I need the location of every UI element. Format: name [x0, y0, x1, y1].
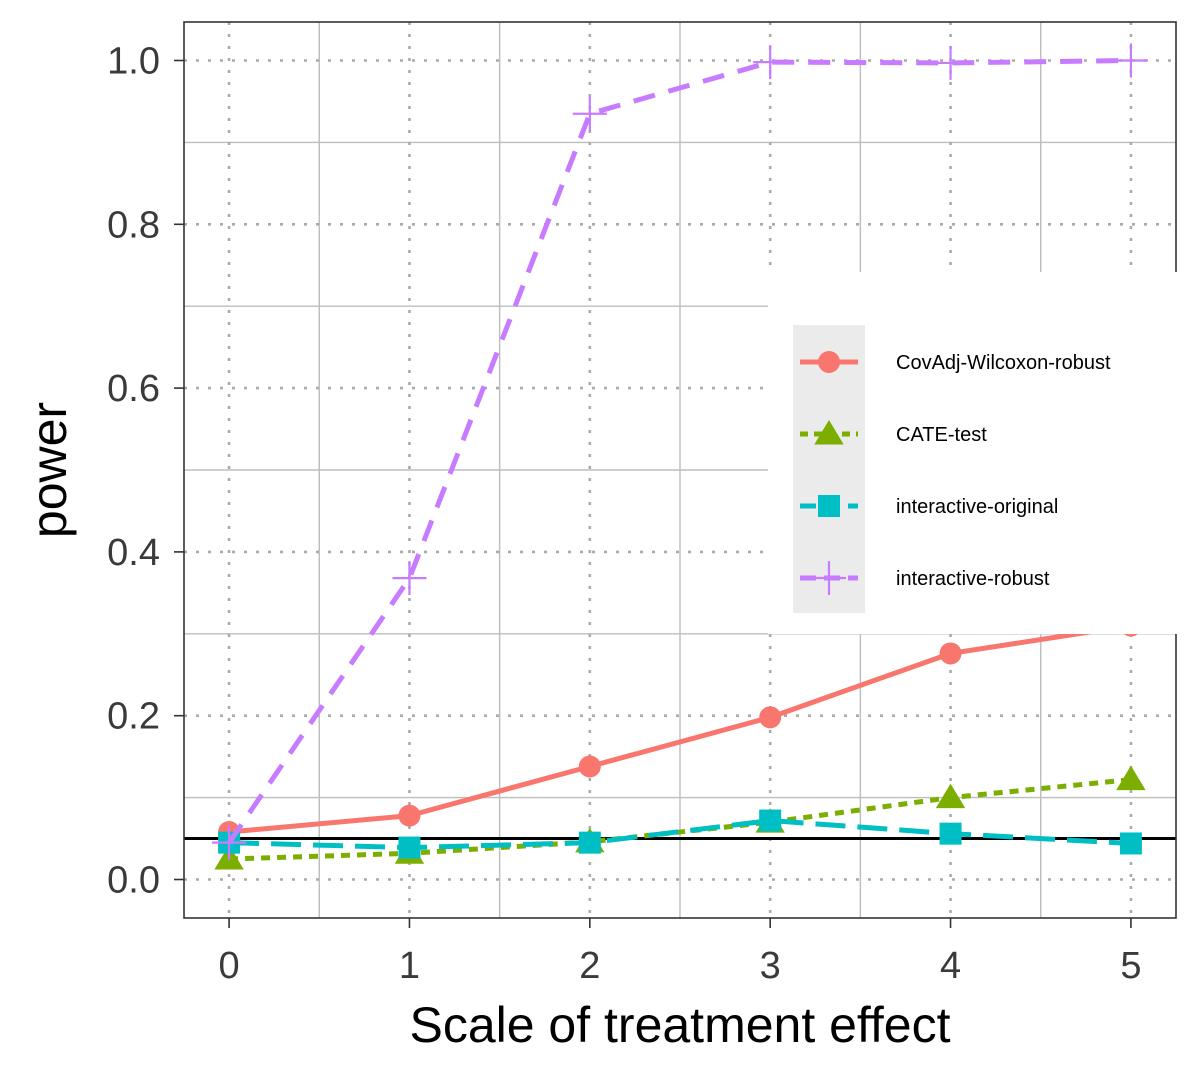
- data-point: [398, 804, 421, 827]
- data-point: [212, 825, 247, 860]
- series-line: [229, 777, 1132, 862]
- y-tick-label: 1.0: [107, 40, 160, 82]
- legend-key-marker: [812, 561, 846, 595]
- x-tick-label: 1: [399, 945, 420, 987]
- legend-label: CovAdj-Wilcoxon-robust: [896, 352, 1111, 374]
- data-point: [1113, 43, 1148, 78]
- data-point: [392, 561, 427, 596]
- y-tick-label: 0.4: [107, 532, 160, 574]
- y-tick-label: 0.0: [107, 860, 160, 902]
- series-line: [229, 818, 1132, 851]
- y-tick-label: 0.8: [107, 204, 160, 246]
- data-point: [759, 706, 782, 729]
- data-point: [933, 45, 968, 80]
- x-axis-title: Scale of treatment effect: [409, 997, 950, 1053]
- axes: 0 1 2 3 4 5 0.0 0.2 0.4 0.6 0.8 1.0: [107, 40, 1141, 987]
- data-point: [1116, 765, 1146, 791]
- legend: CovAdj-Wilcoxon-robust CATE-test interacti…: [768, 272, 1188, 634]
- series-group: [212, 43, 1148, 870]
- legend-label: interactive-original: [896, 496, 1058, 518]
- y-tick-label: 0.6: [107, 368, 160, 410]
- x-tick-label: 5: [1120, 945, 1141, 987]
- legend-key-marker: [818, 495, 840, 517]
- series-interactive-original: [218, 809, 1142, 859]
- data-point: [935, 783, 966, 809]
- x-tick-label: 0: [219, 945, 240, 987]
- data-point: [1119, 832, 1142, 855]
- legend-key-marker: [818, 351, 840, 373]
- data-point: [572, 96, 607, 131]
- data-point: [939, 822, 962, 845]
- series-line: [227, 57, 1131, 845]
- data-point: [578, 831, 601, 854]
- legend-label: interactive-robust: [896, 568, 1050, 590]
- x-tick-label: 2: [579, 945, 600, 987]
- data-point: [939, 642, 962, 665]
- data-point: [578, 755, 601, 778]
- series-interactive-robust: [212, 43, 1148, 860]
- x-tick-label: 4: [940, 945, 961, 987]
- legend-label: CATE-test: [896, 424, 987, 446]
- data-point: [398, 836, 421, 859]
- y-tick-label: 0.2: [107, 696, 160, 738]
- data-point: [753, 45, 788, 80]
- series-line: [228, 623, 1132, 835]
- data-point: [759, 809, 782, 832]
- x-tick-label: 3: [760, 945, 781, 987]
- y-axis-title: power: [21, 402, 77, 538]
- legend-key-marker: [814, 420, 844, 445]
